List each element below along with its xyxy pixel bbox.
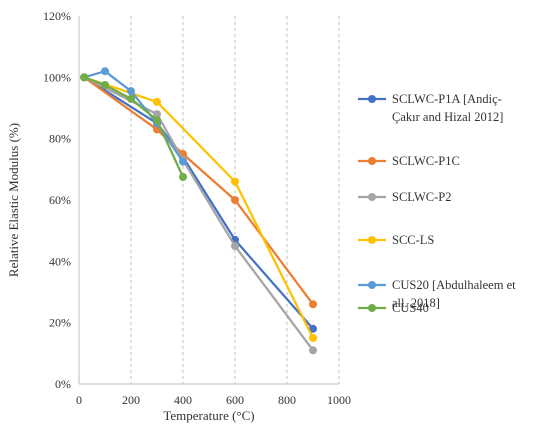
data-point xyxy=(101,67,109,76)
legend-label: all. 2018] xyxy=(392,296,440,310)
series-3 xyxy=(80,73,317,342)
y-tick-label: 80% xyxy=(49,132,71,146)
legend-marker xyxy=(368,236,376,244)
x-tick-label: 400 xyxy=(174,393,192,407)
series-5 xyxy=(80,73,187,181)
legend-marker xyxy=(368,193,376,201)
data-point xyxy=(153,110,161,119)
x-axis-label: Temperature (°C) xyxy=(163,408,254,423)
data-point xyxy=(231,242,239,250)
legend-item: SCLWC-P1A [Andiç- Çakır and Hizal 2012] xyxy=(358,92,503,124)
data-point xyxy=(101,81,109,89)
data-point xyxy=(127,87,135,96)
legend-item: SCLWC-P2 xyxy=(358,190,452,204)
x-tick-label: 600 xyxy=(226,393,244,407)
legend: SCLWC-P1A [Andiç-Çakır and Hizal 2012]SC… xyxy=(358,92,516,315)
legend-label: SCLWC-P2 xyxy=(392,190,452,204)
legend-marker xyxy=(368,281,376,289)
data-point xyxy=(309,300,317,309)
series-0 xyxy=(80,73,317,333)
legend-marker xyxy=(368,95,376,103)
legend-label: CUS20 [Abdulhaleem et xyxy=(392,278,516,292)
y-tick-label: 120% xyxy=(43,9,71,23)
series-line xyxy=(83,76,314,330)
data-point xyxy=(153,116,161,125)
y-tick-label: 20% xyxy=(49,316,71,330)
data-point xyxy=(179,173,187,181)
x-tick-label: 1000 xyxy=(327,393,351,407)
y-tick-label: 40% xyxy=(49,254,71,268)
data-point xyxy=(127,94,135,103)
legend-item: CUS20 [Abdulhaleem et all. 2018] xyxy=(358,278,516,310)
x-tick-label: 800 xyxy=(278,393,296,407)
grid-lines xyxy=(130,16,340,384)
legend-label: CUS40 xyxy=(392,301,429,315)
y-tick-label: 100% xyxy=(43,70,71,84)
data-point xyxy=(153,97,161,106)
legend-label: SCC-LS xyxy=(392,233,434,247)
legend-label: Çakır and Hizal 2012] xyxy=(392,110,503,124)
legend-item: SCC-LS xyxy=(358,233,434,247)
series-line xyxy=(83,76,314,351)
y-tick-label: 0% xyxy=(55,377,71,391)
axes xyxy=(78,16,339,385)
data-point xyxy=(80,73,89,82)
series-line xyxy=(83,76,315,339)
data-series xyxy=(80,67,317,355)
series-2 xyxy=(80,73,317,355)
x-tick-label: 0 xyxy=(76,393,82,407)
legend-item: SCLWC-P1C xyxy=(358,154,460,168)
data-point xyxy=(309,346,317,355)
legend-label: SCLWC-P1C xyxy=(392,154,460,168)
y-tick-label: 60% xyxy=(49,193,71,207)
data-point xyxy=(309,334,317,342)
x-tick-labels: 0 200 400 600 800 1000 xyxy=(76,393,351,407)
data-point xyxy=(309,324,317,333)
data-point xyxy=(231,196,239,204)
data-point xyxy=(231,177,239,186)
data-point xyxy=(179,157,187,166)
legend-item: CUS40 xyxy=(358,301,429,315)
legend-marker xyxy=(368,157,376,165)
legend-label: SCLWC-P1A [Andiç- xyxy=(392,92,502,106)
y-tick-labels: 0% 20% 40% 60% 80% 100% 120% xyxy=(43,9,71,391)
x-tick-label: 200 xyxy=(122,393,140,407)
legend-marker xyxy=(368,304,376,312)
y-axis-label: Relative Elastic Modulus (%) xyxy=(6,123,21,277)
